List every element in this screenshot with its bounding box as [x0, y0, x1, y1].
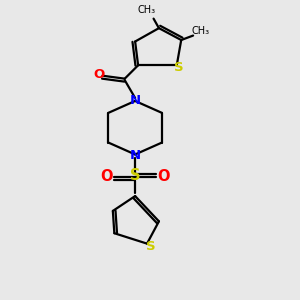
Text: S: S [146, 240, 155, 253]
Text: O: O [93, 68, 104, 81]
Text: CH₃: CH₃ [137, 5, 155, 15]
Text: S: S [130, 168, 140, 183]
Text: O: O [101, 169, 113, 184]
Text: CH₃: CH₃ [191, 26, 210, 36]
Text: S: S [174, 61, 184, 74]
Text: O: O [157, 169, 170, 184]
Text: N: N [130, 94, 141, 107]
Text: N: N [130, 148, 141, 162]
